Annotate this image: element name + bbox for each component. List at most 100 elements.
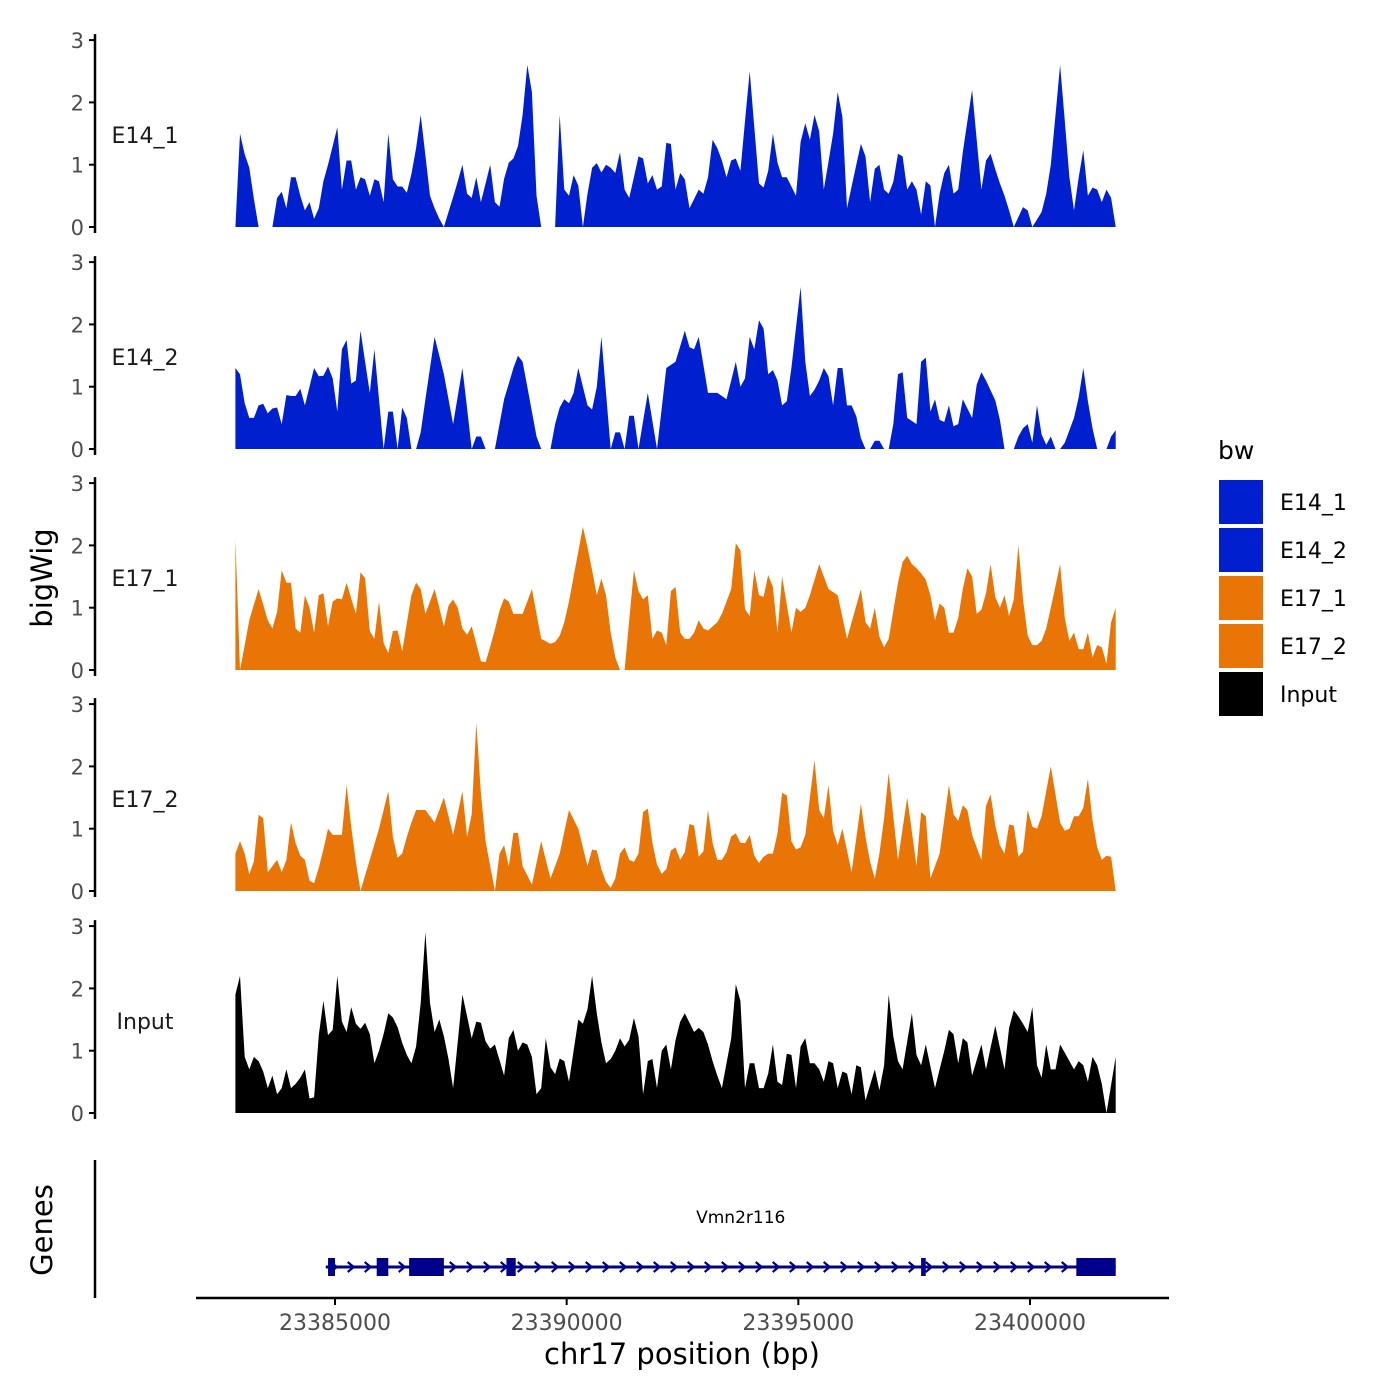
strand-chevron [992,1261,1002,1273]
x-axis-title: chr17 position (bp) [544,1337,820,1371]
y-tick-label-Input-0: 0 [71,1102,84,1126]
y-tick-label-E17_1-1: 1 [71,597,84,621]
strand-chevron [805,1261,815,1273]
strand-chevron [856,1261,866,1273]
legend-label-E14_1: E14_1 [1280,491,1347,516]
legend-key-E17_2 [1219,624,1263,668]
strand-chevron [448,1261,458,1273]
strand-chevron [975,1261,985,1273]
strand-chevron [482,1261,492,1273]
y-tick-label-E14_2-3: 3 [71,251,84,275]
legend-key-E14_2 [1219,528,1263,572]
exon-4 [506,1258,516,1276]
exon-2 [376,1258,389,1276]
strand-chevron [465,1261,475,1273]
y-tick-label-E14_2-2: 2 [71,313,84,337]
strand-chevron [720,1261,730,1273]
legend-key-Input [1219,672,1263,716]
coverage-area-E17_2 [235,722,1116,891]
legend-label-E17_1: E17_1 [1280,587,1347,612]
strand-chevron [669,1261,679,1273]
strand-chevron [890,1261,900,1273]
track-E17_1: 0 1 2 3 E17_1 [71,472,1116,683]
exon-5 [921,1258,926,1276]
y-tick-label-E17_2-2: 2 [71,755,84,779]
x-tick-label-23385000: 23385000 [279,1311,391,1336]
track-label-E17_1: E17_1 [112,567,179,592]
y-tick-label-E14_1-1: 1 [71,154,84,178]
coverage-area-E17_1 [235,526,1116,670]
coverage-tracks: 0 1 2 3 E14_1 0 1 2 3 E14_2 0 1 2 3 E17_1 0 1 2 3 E17_2 0 1 2 3… [71,29,1116,1126]
y-tick-label-E14_1-2: 2 [71,91,84,115]
strand-chevron [533,1261,543,1273]
legend-label-E14_2: E14_2 [1280,539,1347,564]
x-tick-label-23400000: 23400000 [974,1311,1086,1336]
strand-chevron [788,1261,798,1273]
y-tick-label-E17_2-1: 1 [71,818,84,842]
strand-chevron [516,1261,526,1273]
strand-chevron [822,1261,832,1273]
strand-chevron [567,1261,577,1273]
coverage-area-E14_2 [235,287,1116,449]
strand-chevron [686,1261,696,1273]
legend-key-E14_1 [1219,480,1263,524]
coverage-area-Input [235,932,1116,1113]
strand-chevron [584,1261,594,1273]
track-label-Input: Input [117,1010,174,1035]
y-tick-label-E17_1-0: 0 [71,659,84,683]
strand-chevron [635,1261,645,1273]
exon-1 [328,1258,335,1276]
y-tick-label-Input-2: 2 [71,977,84,1001]
strand-chevron [1043,1261,1053,1273]
gene-name-label: Vmn2r116 [696,1208,785,1228]
strand-chevron [652,1261,662,1273]
legend-title: bw [1218,436,1254,465]
track-Input: 0 1 2 3 Input [71,915,1116,1126]
legend: bw E14_1 E14_2 E17_1 E17_2 Input [1218,436,1347,716]
y-tick-label-E14_1-0: 0 [71,216,84,240]
strand-chevron [703,1261,713,1273]
strand-chevron [737,1261,747,1273]
y-tick-label-E17_2-3: 3 [71,693,84,717]
x-tick-label-23390000: 23390000 [511,1311,623,1336]
track-label-E14_1: E14_1 [112,124,179,149]
strand-chevron [618,1261,628,1273]
strand-chevron [346,1261,356,1273]
strand-chevron [839,1261,849,1273]
y-tick-label-E14_2-0: 0 [71,438,84,462]
track-E14_2: 0 1 2 3 E14_2 [71,251,1116,462]
exon-3 [409,1258,444,1276]
gene-track-label: Genes [25,1184,59,1276]
y-tick-label-E14_2-1: 1 [71,376,84,400]
strand-chevron [363,1261,373,1273]
y-tick-label-Input-1: 1 [71,1040,84,1064]
strand-chevron [958,1261,968,1273]
strand-chevron [924,1261,934,1273]
legend-key-E17_1 [1219,576,1263,620]
strand-chevron [1060,1261,1070,1273]
strand-chevron [754,1261,764,1273]
strand-chevron [601,1261,611,1273]
y-tick-label-E17_1-2: 2 [71,534,84,558]
strand-chevron [873,1261,883,1273]
legend-label-E17_2: E17_2 [1280,635,1347,660]
y-tick-label-E14_1-3: 3 [71,29,84,53]
track-label-E17_2: E17_2 [112,788,179,813]
track-E17_2: 0 1 2 3 E17_2 [71,693,1116,904]
coverage-area-E14_1 [235,65,1116,227]
x-tick-label-23395000: 23395000 [742,1311,854,1336]
legend-label-Input: Input [1280,683,1337,708]
exon-6 [1076,1258,1116,1276]
y-tick-label-E17_2-0: 0 [71,880,84,904]
track-E14_1: 0 1 2 3 E14_1 [71,29,1116,240]
strand-chevron [907,1261,917,1273]
x-axis: 23385000 23390000 23395000 23400000 [196,1296,1169,1336]
y-tick-label-E17_1-3: 3 [71,472,84,496]
strand-chevron [1009,1261,1019,1273]
strand-chevron [1026,1261,1036,1273]
y-axis-title: bigWig [25,528,59,627]
y-tick-label-Input-3: 3 [71,915,84,939]
strand-chevron [397,1261,407,1273]
strand-chevron [771,1261,781,1273]
